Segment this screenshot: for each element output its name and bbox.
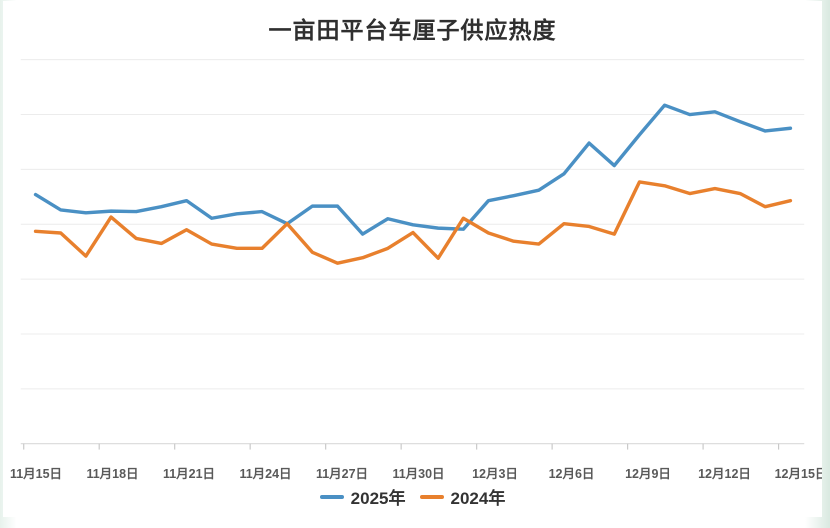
series-line-2024年 xyxy=(33,180,793,265)
legend-swatch-2025 xyxy=(319,494,344,499)
legend-item-2024: 2024年 xyxy=(419,484,506,509)
series-line-2025年 xyxy=(33,103,793,236)
legend-label-2024: 2024年 xyxy=(450,489,506,508)
chart-canvas xyxy=(20,59,805,450)
chart-title: 一亩田平台车厘子供应热度 xyxy=(268,17,557,43)
legend-label-2025: 2025年 xyxy=(350,489,406,508)
legend-item-2025: 2025年 xyxy=(319,484,406,509)
legend-swatch-2024 xyxy=(419,494,444,499)
chart-legend: 2025年 2024年 xyxy=(3,484,822,509)
chart-card: 一亩田平台车厘子供应热度 11月15日 11月18日 11月21日 11月24日 11月… xyxy=(3,1,822,517)
